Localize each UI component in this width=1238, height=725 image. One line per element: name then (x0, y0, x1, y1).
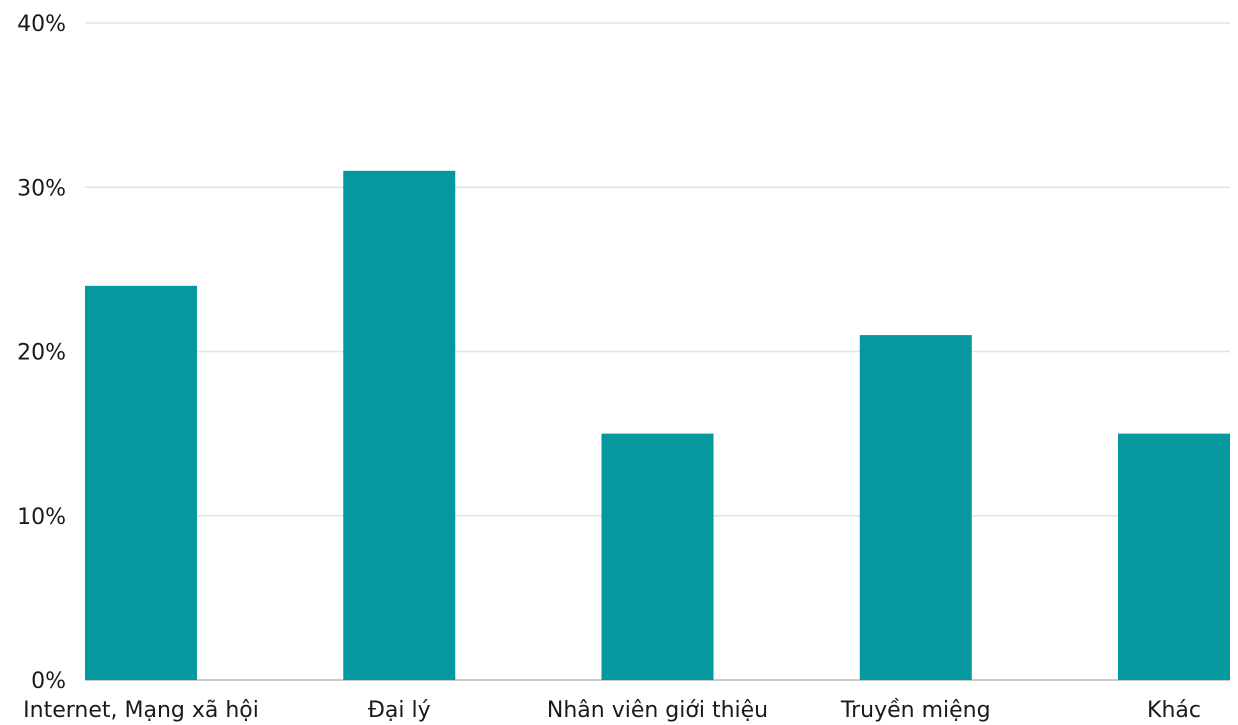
bar (601, 433, 714, 680)
bar (1118, 433, 1230, 680)
y-tick-label: 30% (17, 176, 66, 201)
y-tick-label: 10% (17, 505, 66, 530)
bar (859, 335, 972, 680)
y-tick-label: 40% (17, 12, 66, 37)
x-category-label: Nhân viên giới thiệu (547, 698, 768, 723)
gridlines (85, 22, 1230, 681)
x-category-label: Đại lý (368, 698, 431, 723)
x-category-label: Khác (1147, 698, 1201, 723)
y-tick-label: 0% (31, 669, 66, 694)
y-tick-label: 20% (17, 341, 66, 366)
x-axis-category-labels: Internet, Mạng xã hội Đại lý Nhân viên giớ… (23, 698, 1201, 723)
y-axis-tick-labels: 0% 10% 20% 30% 40% (17, 12, 66, 694)
x-category-label: Internet, Mạng xã hội (23, 698, 259, 723)
bar (343, 170, 456, 680)
x-category-label: Truyền miệng (840, 698, 991, 723)
bar (85, 285, 197, 680)
bars (85, 170, 1230, 680)
